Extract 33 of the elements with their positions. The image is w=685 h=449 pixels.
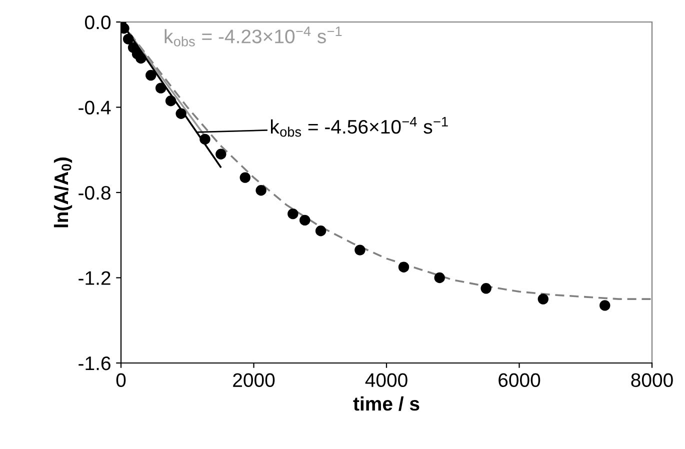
point [240,172,250,183]
point [398,262,410,272]
y-tick-label: -0.4 [78,100,111,114]
point [288,208,298,220]
point [176,108,186,119]
y-tick-label: -1.6 [78,356,110,370]
annotation: k$_{obs}$ = -4.56×10$^{−4}$ s$^{−1}$ [270,116,448,137]
point [354,244,366,256]
point [122,34,134,44]
point [256,185,266,196]
x-tick-label: 4000 [365,373,408,388]
annotation: k$_{obs}$ = -4.23×10$^{−4}$ s$^{−1}$ [164,26,342,46]
point [538,294,548,304]
point [146,70,156,81]
y-tick-label: 0.0 [85,15,111,30]
point [155,82,166,94]
y-axis-title: ln(A/A$_{0}$) [54,158,72,228]
x-tick-label: 8000 [631,373,673,388]
x-tick-label: 0 [116,373,126,388]
point [434,272,445,284]
point [300,214,310,226]
point [600,300,610,311]
x-tick-label: 6000 [498,373,540,388]
y-tick-label: -0.8 [78,186,110,200]
point [165,96,176,106]
point [480,283,492,294]
point [315,226,326,236]
x-axis-title: time / s [353,396,420,411]
x-tick-label: 2000 [233,373,275,388]
point [200,134,210,145]
point [216,148,226,160]
y-tick-label: -1.2 [78,271,110,285]
point [136,52,146,64]
